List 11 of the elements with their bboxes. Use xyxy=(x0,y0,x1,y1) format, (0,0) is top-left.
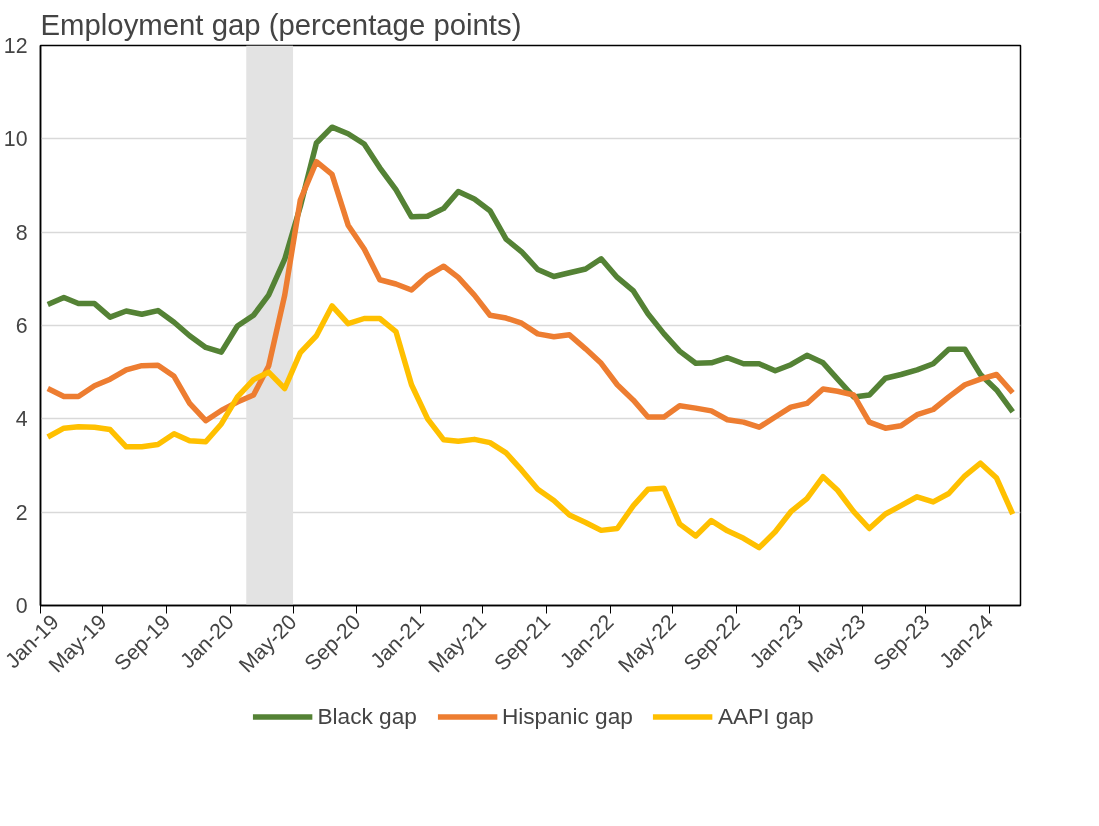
y-tick-label: 8 xyxy=(15,220,28,245)
y-tick-label: 2 xyxy=(15,500,28,525)
y-tick-label: 12 xyxy=(3,34,28,58)
y-tick-label: 4 xyxy=(15,407,28,432)
chart-title: Employment gap (percentage points) xyxy=(40,7,522,41)
y-tick-label: 6 xyxy=(15,314,28,338)
y-tick-label: 10 xyxy=(3,127,28,152)
y-tick-label: 0 xyxy=(15,594,28,618)
legend-label: Black gap xyxy=(317,702,417,730)
legend-label: Hispanic gap xyxy=(501,702,633,730)
legend-label: AAPI gap xyxy=(717,702,814,730)
